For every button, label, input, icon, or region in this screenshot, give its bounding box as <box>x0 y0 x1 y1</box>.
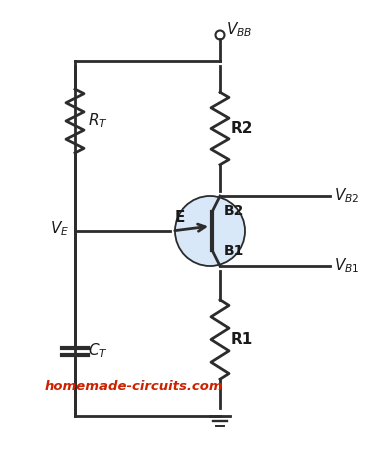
Text: R1: R1 <box>231 332 253 347</box>
Circle shape <box>175 196 245 266</box>
Text: $V_{BB}$: $V_{BB}$ <box>226 21 252 39</box>
Text: $R_T$: $R_T$ <box>88 112 108 130</box>
Text: B2: B2 <box>224 204 244 218</box>
Text: R2: R2 <box>231 121 254 136</box>
Text: B1: B1 <box>224 244 244 258</box>
Text: homemade-circuits.com: homemade-circuits.com <box>45 379 224 392</box>
Text: $V_{B2}$: $V_{B2}$ <box>334 187 359 205</box>
Text: $V_{B1}$: $V_{B1}$ <box>334 257 359 275</box>
Text: $V_E$: $V_E$ <box>50 219 69 238</box>
Text: E: E <box>175 210 186 225</box>
Text: $C_T$: $C_T$ <box>88 342 108 361</box>
